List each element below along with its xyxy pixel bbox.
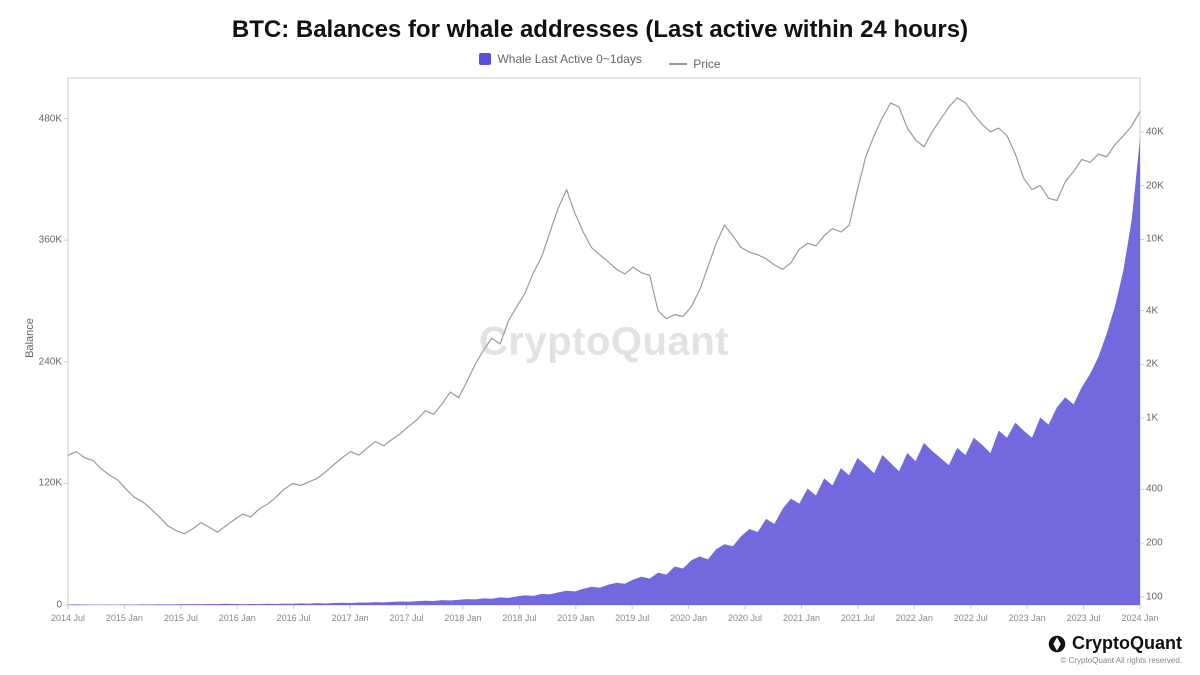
xtick: 2016 Jul [277,613,311,623]
ytick-right: 20K [1146,180,1164,191]
brand-name: CryptoQuant [1072,633,1182,654]
xtick: 2022 Jul [954,613,988,623]
xtick: 2019 Jan [557,613,594,623]
legend-label-area: Whale Last Active 0~1days [497,52,641,66]
brand-logo: CryptoQuant [1048,633,1182,654]
ytick-right: 10K [1146,234,1164,245]
xtick: 2016 Jan [219,613,256,623]
ytick-right: 4K [1146,305,1158,316]
xtick: 2023 Jul [1067,613,1101,623]
xtick: 2019 Jul [615,613,649,623]
xtick: 2018 Jul [502,613,536,623]
ytick-right: 1K [1146,413,1158,424]
xtick: 2020 Jan [670,613,707,623]
plot-svg [68,78,1140,605]
ytick-left: 0 [56,600,62,611]
y-axis-left-label: Balance [24,318,36,358]
xtick: 2021 Jan [783,613,820,623]
ytick-left: 240K [39,356,62,367]
xtick: 2018 Jan [444,613,481,623]
ytick-left: 120K [39,478,62,489]
xtick: 2024 Jan [1121,613,1158,623]
ytick-right: 40K [1146,126,1164,137]
xtick: 2015 Jul [164,613,198,623]
ytick-right: 200 [1146,538,1163,549]
xtick: 2021 Jul [841,613,875,623]
chart-title: BTC: Balances for whale addresses (Last … [0,16,1200,44]
legend-item-area: Whale Last Active 0~1days [479,52,641,66]
legend-swatch-line [669,63,687,65]
brand-logo-icon [1048,635,1066,653]
legend-swatch-area [479,53,491,65]
xtick: 2017 Jan [332,613,369,623]
ytick-left: 480K [39,113,62,124]
ytick-right: 400 [1146,484,1163,495]
ytick-right: 2K [1146,359,1158,370]
xtick: 2014 Jul [51,613,85,623]
xtick: 2023 Jan [1009,613,1046,623]
legend-item-line: Price [669,57,720,71]
ytick-right: 100 [1146,591,1163,602]
xtick: 2020 Jul [728,613,762,623]
legend-label-line: Price [693,57,720,71]
ytick-left: 360K [39,235,62,246]
chart-container: BTC: Balances for whale addresses (Last … [0,0,1200,675]
brand-copyright: © CryptoQuant All rights reserved. [1048,656,1182,665]
xtick: 2015 Jan [106,613,143,623]
chart-legend: Whale Last Active 0~1days Price [0,52,1200,71]
plot-area: CryptoQuant 0120K240K360K480K1002004001K… [68,78,1140,605]
brand-block: CryptoQuant © CryptoQuant All rights res… [1048,633,1182,665]
xtick: 2022 Jan [896,613,933,623]
xtick: 2017 Jul [390,613,424,623]
